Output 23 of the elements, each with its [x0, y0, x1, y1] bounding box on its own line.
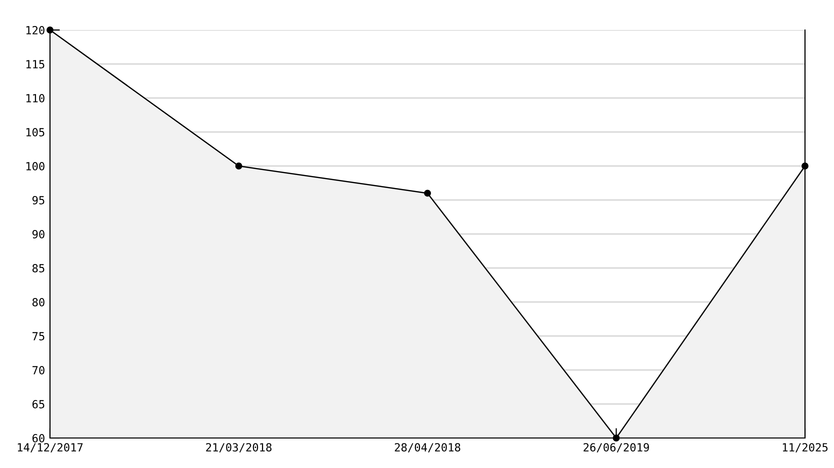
y-tick-label: 120	[26, 26, 44, 34]
y-tick-label: 70	[32, 366, 44, 374]
point	[235, 162, 242, 170]
x-tick-label: 11/2025	[782, 443, 828, 452]
x-tick-label: 14/12/2017	[18, 443, 83, 452]
x-tick-label: 21/03/2018	[206, 443, 272, 452]
point	[802, 162, 808, 170]
y-tick-label: 100	[26, 162, 44, 170]
y-tick-label: 60	[32, 434, 44, 442]
y-tick-label: 90	[32, 230, 44, 238]
point	[424, 190, 431, 197]
y-tick-label: 110	[26, 94, 44, 102]
y-tick-label: 80	[32, 298, 44, 306]
y-tick-label: 95	[32, 196, 44, 204]
y-tick-label: 105	[26, 128, 44, 136]
y-tick-label: 75	[32, 332, 44, 340]
y-tick-label: 115	[26, 60, 44, 68]
point	[612, 434, 620, 442]
y-tick-label: 85	[32, 264, 44, 272]
x-tick-label: 28/04/2018	[394, 443, 460, 452]
y-tick-label: 65	[32, 400, 44, 408]
x-tick-label: 26/06/2019	[584, 443, 649, 452]
point	[46, 26, 54, 34]
